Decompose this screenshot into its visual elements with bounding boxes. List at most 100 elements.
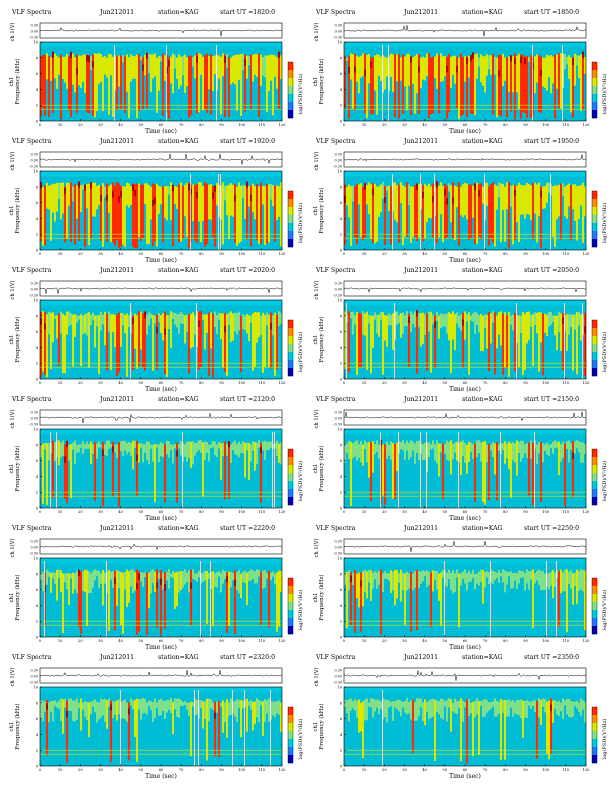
- spectrogram-column: [480, 569, 482, 582]
- spectrogram-column: [540, 186, 542, 249]
- spectrogram-column: [486, 54, 488, 76]
- spectrogram-image: [40, 300, 282, 379]
- spectrogram-column: [250, 444, 252, 462]
- spectrogram-column: [278, 570, 280, 627]
- spectrogram-column: [116, 700, 118, 721]
- spectrogram-column: [222, 700, 224, 733]
- spectrogram-peak: [212, 192, 214, 199]
- spectrogram-column: [134, 699, 136, 738]
- spectrogram-column: [530, 55, 532, 119]
- spectrogram-column: [82, 54, 84, 82]
- x-tick-label: 20: [382, 639, 387, 643]
- spectrogram-column: [90, 55, 92, 71]
- y-tick-label: 10: [337, 41, 342, 45]
- y-tick-label: 0: [340, 765, 343, 769]
- spectrogram-column: [372, 441, 374, 473]
- spectrogram-column: [484, 571, 486, 588]
- spectrogram-column: [248, 442, 250, 481]
- x-tick-label: 0: [343, 639, 346, 643]
- spectrogram-panel: VLF Spectra Jun212011 station=KAG start UT …: [8, 264, 308, 394]
- x-tick-label: 70: [483, 510, 488, 514]
- spectrogram-column: [424, 571, 426, 577]
- spectrogram-column: [484, 699, 486, 717]
- spectrogram-column: [412, 314, 414, 324]
- spectrogram-column: [168, 315, 170, 330]
- spectrogram-column: [364, 699, 366, 721]
- spectrogram-column: [422, 312, 424, 344]
- spectrogram-column: [208, 56, 210, 90]
- spectrogram-column: [140, 311, 142, 350]
- spectrogram-column: [516, 440, 518, 476]
- spectrogram-column: [406, 698, 408, 715]
- x-tick-label: 60: [159, 252, 164, 256]
- spectrogram-column: [538, 698, 540, 718]
- spectrogram-column: [230, 572, 232, 588]
- x-tick-label: 10: [362, 510, 367, 514]
- spectrogram-column: [558, 441, 560, 476]
- spectrogram-column: [208, 573, 210, 580]
- x-tick-label: 120: [583, 252, 591, 256]
- spectrogram-column: [478, 57, 480, 67]
- spectrogram-column: [152, 183, 154, 247]
- x-tick-label: 60: [463, 768, 468, 772]
- spectrogram-column: [558, 184, 560, 217]
- x-tick-label: 70: [483, 381, 488, 385]
- spectrogram-column: [74, 700, 76, 722]
- colorbar-segment: [592, 199, 597, 208]
- spectrogram-column: [418, 440, 420, 461]
- spectrogram-column: [554, 54, 556, 119]
- trace-tick-label: -0.30: [333, 165, 342, 169]
- spectrogram-peak: [462, 319, 464, 326]
- spectrogram-column: [388, 313, 390, 326]
- spectrogram-column: [368, 182, 370, 215]
- spectrogram-column: [44, 701, 46, 712]
- spectrogram-column: [536, 54, 538, 83]
- spectrogram-column: [550, 311, 552, 325]
- spectrogram-column: [572, 573, 574, 605]
- spectrogram-peak: [514, 57, 516, 65]
- spectrogram-column: [438, 185, 440, 238]
- spectrogram-column: [440, 182, 442, 215]
- spectrogram-column: [344, 55, 346, 109]
- spectrogram-column: [136, 54, 138, 119]
- spectrogram-peak: [364, 69, 366, 77]
- spectrogram-column: [234, 701, 236, 717]
- spectrogram-column: [180, 312, 182, 324]
- spectrogram-column: [472, 443, 474, 459]
- spectrogram-column: [440, 313, 442, 329]
- spectrogram-peak: [64, 187, 66, 195]
- x-tick-label: 0: [343, 381, 346, 385]
- spectrogram-column: [400, 569, 402, 602]
- x-tick-label: 120: [279, 510, 287, 514]
- spectrogram-column: [542, 698, 544, 707]
- spectrogram-column: [262, 57, 264, 76]
- spectrogram-column: [526, 56, 528, 118]
- spectrogram-column: [458, 57, 460, 120]
- spectrogram-top-band: [344, 171, 586, 177]
- spectrogram-column: [104, 444, 106, 455]
- spectrogram-column: [48, 571, 50, 577]
- y-tick-label: 2: [36, 491, 38, 495]
- colorbar-frame: [287, 61, 294, 119]
- spectrogram-column: [488, 186, 490, 246]
- spectrogram-gap: [200, 561, 201, 637]
- spectrogram-column: [96, 185, 98, 210]
- y-axis-label: Frequency (kHz): [14, 317, 21, 363]
- colorbar-segment: [592, 594, 597, 603]
- spectrogram-column: [362, 311, 364, 335]
- spectrogram-column: [102, 570, 104, 606]
- x-tick-label: 0: [343, 768, 346, 772]
- spectrogram-column: [384, 185, 386, 245]
- header-station: station=KAG: [158, 267, 199, 274]
- spectrogram-column: [280, 570, 282, 593]
- spectrogram-column: [272, 701, 274, 716]
- spectrogram-column: [172, 53, 174, 94]
- spectrogram-column: [78, 571, 80, 627]
- x-tick-label: 100: [542, 381, 550, 385]
- spectrogram-column: [50, 572, 52, 593]
- x-tick-label: 80: [199, 123, 204, 127]
- spectrogram-column: [58, 182, 60, 200]
- spectrogram-column: [274, 185, 276, 242]
- spectrogram-column: [124, 441, 126, 451]
- spectrogram-column: [52, 440, 54, 499]
